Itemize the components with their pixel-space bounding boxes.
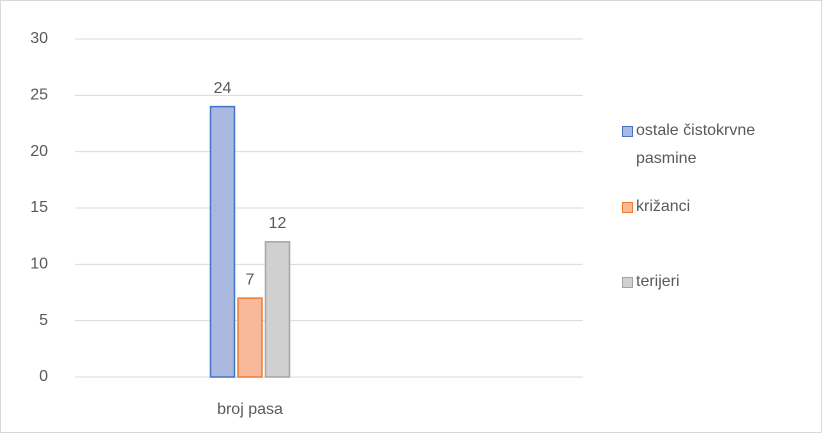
y-tick-label: 30 bbox=[30, 30, 48, 47]
legend-label: terijeri bbox=[636, 273, 680, 290]
bar bbox=[264, 241, 291, 378]
y-tick-label: 0 bbox=[39, 368, 48, 385]
legend-entry: ostale čistokrvne pasmine bbox=[622, 122, 812, 173]
data-label: 7 bbox=[246, 271, 255, 288]
legend-label: ostale čistokrvne pasmine bbox=[636, 122, 756, 167]
data-label: 12 bbox=[269, 215, 287, 232]
bar bbox=[209, 105, 236, 378]
x-tick-label: broj pasa bbox=[217, 401, 283, 418]
legend-swatch bbox=[622, 126, 633, 137]
legend-swatch bbox=[622, 202, 633, 213]
bar bbox=[237, 297, 263, 378]
y-tick-label: 20 bbox=[30, 143, 48, 160]
data-label: 24 bbox=[214, 80, 232, 97]
legend-entry: terijeri bbox=[622, 273, 680, 296]
y-tick-label: 25 bbox=[30, 87, 48, 104]
legend-label: križanci bbox=[636, 198, 691, 215]
legend-entry: križanci bbox=[622, 198, 690, 221]
y-tick-label: 5 bbox=[39, 312, 48, 329]
y-tick-label: 15 bbox=[30, 199, 48, 216]
y-tick-label: 10 bbox=[30, 256, 48, 273]
legend-swatch bbox=[622, 277, 633, 288]
